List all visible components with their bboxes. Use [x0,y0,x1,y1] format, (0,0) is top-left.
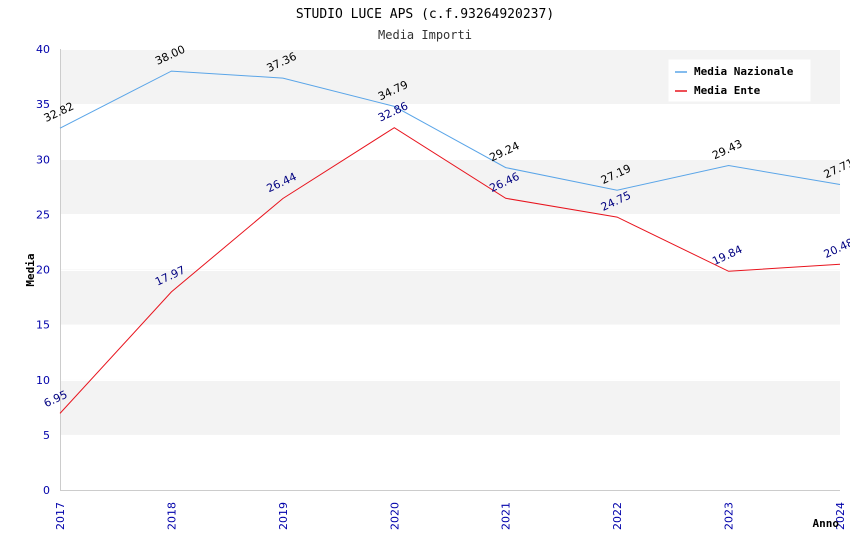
x-tick-label: 2022 [611,502,624,530]
grid-band [60,434,840,490]
grid-band [60,269,840,325]
y-tick-label: 20 [36,264,50,277]
y-tick-label: 0 [43,484,50,497]
legend-box [668,59,811,102]
x-axis-label: Anno [813,517,840,530]
legend-label-media-nazionale: Media Nazionale [694,65,794,78]
x-tick-label: 2017 [54,502,67,530]
grid-band [60,214,840,270]
grid-band [60,159,840,215]
x-tick-label: 2019 [277,502,290,530]
y-tick-label: 5 [43,429,50,442]
series-lines [59,70,841,414]
y-tick-label: 10 [36,374,50,387]
x-tick-labels: 2017 2018 2019 2020 2021 2022 2023 2024 [54,502,847,530]
y-tick-label: 40 [36,43,50,56]
x-tick-label: 2020 [388,502,401,530]
y-tick-labels: 0 5 10 15 20 25 30 35 40 [36,43,50,497]
chart-title: STUDIO LUCE APS (c.f.93264920237) [296,7,554,22]
grid-band [60,104,840,160]
x-tick-label: 2024 [834,502,847,530]
series-line-media-ente [59,127,841,414]
y-tick-label: 15 [36,319,50,332]
chart-subtitle: Media Importi [378,28,472,42]
x-tick-label: 2018 [165,502,178,530]
grid-band [60,379,840,435]
grid-bands [60,49,840,490]
y-axis-label: Media [24,253,37,286]
x-tick-label: 2023 [723,502,736,530]
legend: Media Nazionale Media Ente [668,59,811,102]
y-tick-label: 25 [36,208,50,221]
y-tick-label: 30 [36,153,50,166]
x-tick-label: 2021 [500,502,513,530]
series-line-media-nazionale [59,70,841,191]
grid-band [60,324,840,380]
y-tick-label: 35 [36,98,50,111]
legend-label-media-ente: Media Ente [694,84,761,97]
